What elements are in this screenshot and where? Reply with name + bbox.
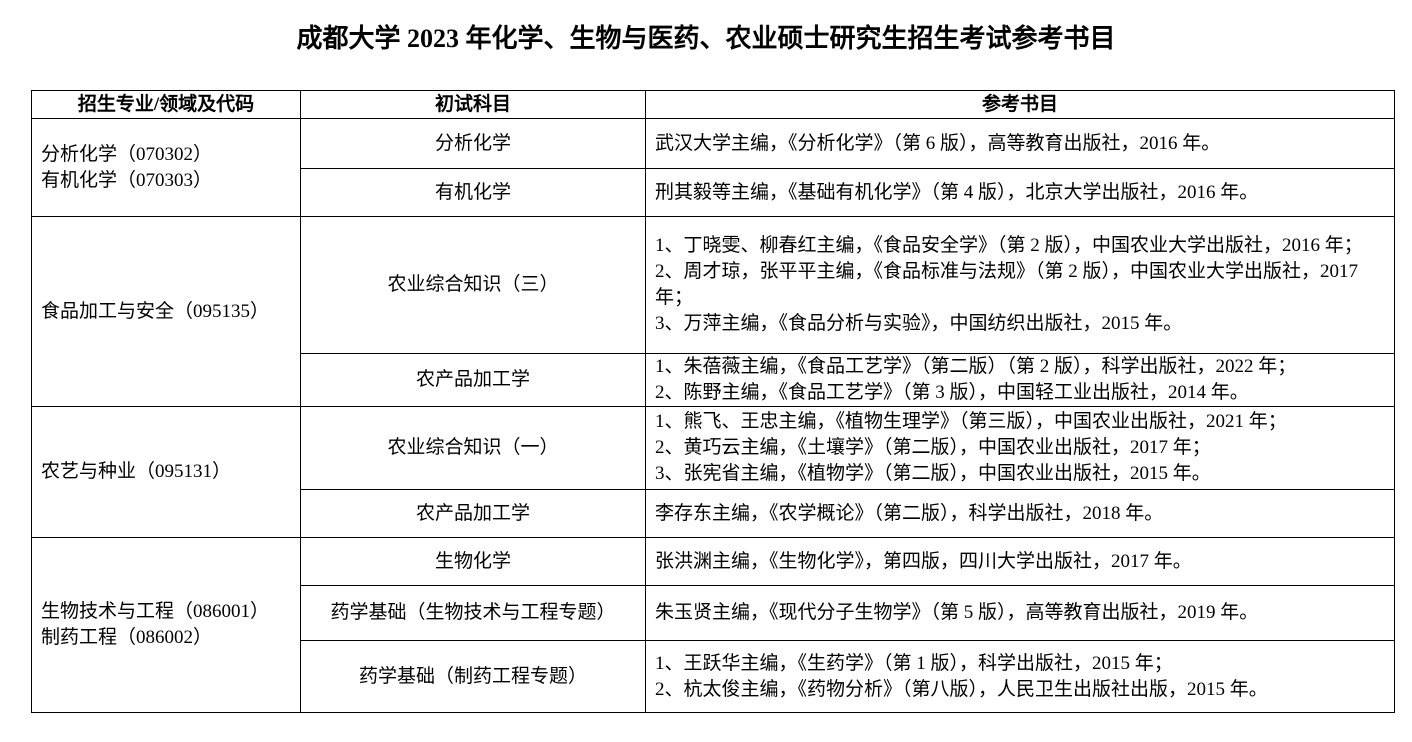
books-cell: 张洪渊主编，《生物化学》，第四版，四川大学出版社，2017 年。 [645, 537, 1395, 586]
subject-cell: 有机化学 [300, 168, 646, 217]
book-entry: 刑其毅等主编，《基础有机化学》（第 4 版），北京大学出版社，2016 年。 [655, 181, 1259, 203]
subject-cell: 农产品加工学 [300, 489, 646, 538]
book-entry: 1、熊飞、王忠主编，《植物生理学》（第三版），中国农业出版社，2021 年； [655, 411, 1287, 432]
major-cell: 分析化学（070302） 有机化学（070303） [31, 118, 301, 217]
header-major: 招生专业/领域及代码 [31, 90, 301, 119]
table-row: 农产品加工学 1、朱蓓薇主编，《食品工艺学》（第二版）（第 2 版），科学出版社，… [32, 353, 1395, 407]
subject-cell: 生物化学 [300, 537, 646, 586]
book-entry: 1、朱蓓薇主编，《食品工艺学》（第二版）（第 2 版），科学出版社，2022 年… [655, 356, 1297, 377]
table-row: 农产品加工学 李存东主编，《农学概论》（第二版），科学出版社，2018 年。 [32, 489, 1395, 538]
books-cell: 刑其毅等主编，《基础有机化学》（第 4 版），北京大学出版社，2016 年。 [645, 168, 1395, 217]
books-cell: 1、朱蓓薇主编，《食品工艺学》（第二版）（第 2 版），科学出版社，2022 年… [645, 353, 1395, 407]
subject-cell: 分析化学 [300, 118, 646, 169]
subject-cell: 药学基础（生物技术与工程专题） [300, 585, 646, 641]
books-cell: 1、丁晓雯、柳春红主编，《食品安全学》（第 2 版），中国农业大学出版社，201… [645, 216, 1395, 354]
book-entry: 2、陈野主编，《食品工艺学》（第 3 版），中国轻工业出版社，2014 年。 [655, 382, 1249, 403]
books-cell: 朱玉贤主编，《现代分子生物学》（第 5 版），高等教育出版社，2019 年。 [645, 585, 1395, 641]
subject-cell: 农业综合知识（三） [300, 216, 646, 354]
book-entry: 2、周才琼，张平平主编，《食品标准与法规》（第 2 版），中国农业大学出版社，2… [655, 261, 1359, 308]
major-cell: 食品加工与安全（095135） [31, 216, 301, 407]
header-subject: 初试科目 [300, 90, 646, 119]
page-title: 成都大学 2023 年化学、生物与医药、农业硕士研究生招生考试参考书目 [296, 24, 1116, 53]
table-row: 有机化学 刑其毅等主编，《基础有机化学》（第 4 版），北京大学出版社，2016 … [32, 168, 1395, 217]
table-row: 农艺与种业（095131） 农业综合知识（一） 1、熊飞、王忠主编，《植物生理学》（… [31, 406, 1395, 538]
table-row: 食品加工与安全（095135） 农业综合知识（三） 1、丁晓雯、柳春红主编，《食品安… [31, 216, 1395, 407]
major-name: 有机化学（070303） [41, 169, 213, 191]
book-entry: 朱玉贤主编，《现代分子生物学》（第 5 版），高等教育出版社，2019 年。 [655, 602, 1259, 623]
book-entry: 武汉大学主编，《分析化学》（第 6 版），高等教育出版社，2016 年。 [655, 132, 1221, 154]
book-entry: 李存东主编，《农学概论》（第二版），科学出版社，2018 年。 [655, 502, 1164, 524]
books-cell: 武汉大学主编，《分析化学》（第 6 版），高等教育出版社，2016 年。 [645, 118, 1395, 169]
book-entry: 3、张宪省主编，《植物学》（第二版），中国农业出版社，2015 年。 [655, 463, 1211, 484]
books-cell: 1、王跃华主编，《生药学》（第 1 版），科学出版社，2015 年； 2、杭太俊主… [645, 640, 1395, 713]
table-row: 药学基础（生物技术与工程专题） 朱玉贤主编，《现代分子生物学》（第 5 版），高等… [32, 585, 1395, 641]
reference-books-table: 招生专业/领域及代码 初试科目 参考书目 分析化学（070302） 有机化学（07… [31, 90, 1395, 713]
major-name: 食品加工与安全（095135） [41, 300, 270, 322]
book-entry: 3、万萍主编，《食品分析与实验》，中国纺织出版社，2015 年。 [655, 313, 1183, 334]
subject-cell: 药学基础（制药工程专题） [300, 640, 646, 713]
major-name: 分析化学（070302） [41, 143, 213, 165]
subject-cell: 农业综合知识（一） [300, 406, 646, 490]
book-entry: 2、杭太俊主编，《药物分析》（第八版），人民卫生出版社出版，2015 年。 [655, 678, 1268, 700]
major-name: 制药工程（086002） [41, 627, 213, 648]
major-cell: 农艺与种业（095131） [31, 406, 301, 538]
table-row: 分析化学（070302） 有机化学（070303） 分析化学 武汉大学主编，《分析化学… [31, 118, 1395, 217]
books-cell: 李存东主编，《农学概论》（第二版），科学出版社，2018 年。 [645, 489, 1395, 538]
book-entry: 1、王跃华主编，《生药学》（第 1 版），科学出版社，2015 年； [655, 652, 1173, 674]
subject-cell: 农产品加工学 [300, 353, 646, 407]
book-entry: 张洪渊主编，《生物化学》，第四版，四川大学出版社，2017 年。 [655, 550, 1192, 572]
table-header-row: 招生专业/领域及代码 初试科目 参考书目 [31, 90, 1395, 119]
major-name: 农艺与种业（095131） [41, 461, 232, 482]
table-row: 生物技术与工程（086001） 制药工程（086002） 生物化学 张洪渊主编，《生物… [31, 537, 1395, 713]
major-cell: 生物技术与工程（086001） 制药工程（086002） [31, 537, 301, 713]
header-books: 参考书目 [645, 90, 1395, 119]
table-row: 药学基础（制药工程专题） 1、王跃华主编，《生药学》（第 1 版），科学出版社，2… [32, 640, 1395, 713]
books-cell: 1、熊飞、王忠主编，《植物生理学》（第三版），中国农业出版社，2021 年； 2、… [645, 406, 1395, 490]
book-entry: 1、丁晓雯、柳春红主编，《食品安全学》（第 2 版），中国农业大学出版社，201… [655, 235, 1363, 256]
book-entry: 2、黄巧云主编，《土壤学》（第二版），中国农业出版社，2017 年； [655, 437, 1211, 458]
major-name: 生物技术与工程（086001） [41, 601, 270, 622]
